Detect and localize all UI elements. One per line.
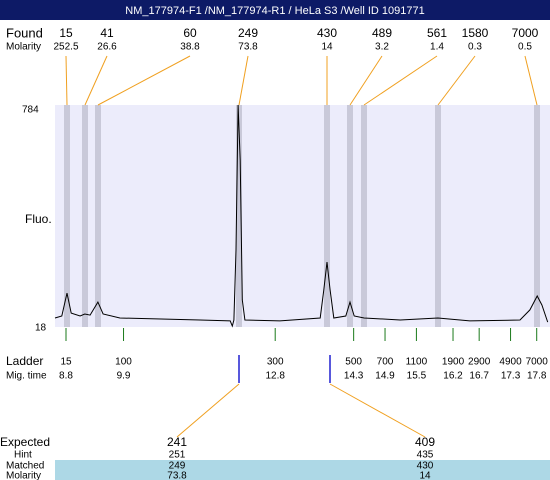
peak-molarity: 0.3 — [468, 42, 482, 53]
ladder-size: 1900 — [442, 357, 465, 368]
peak-band — [361, 105, 367, 327]
hint-label: Hint — [14, 450, 32, 461]
ladder-size: 300 — [267, 357, 284, 368]
peak-size: 60 — [183, 26, 197, 40]
matched-molarity: 73.8 — [167, 471, 187, 480]
trace — [54, 104, 549, 328]
matched-label: Matched — [6, 461, 44, 472]
expected-size: 409 — [415, 435, 435, 449]
peak-size: 249 — [238, 26, 258, 40]
peak-connector — [238, 55, 249, 106]
peak-molarity: 26.6 — [97, 42, 117, 53]
peak-band — [95, 105, 101, 327]
peak-band — [534, 105, 540, 327]
matched-size: 249 — [169, 461, 186, 472]
peak-connector — [524, 55, 538, 106]
ladder-size: 4900 — [499, 357, 522, 368]
peak-size: 15 — [59, 26, 73, 40]
peak-connector — [349, 55, 383, 106]
plot-area — [55, 105, 550, 327]
peak-molarity: 0.5 — [518, 42, 532, 53]
peak-band — [236, 105, 242, 327]
peak-size: 489 — [372, 26, 392, 40]
peak-connector — [97, 55, 191, 106]
ladder-time: 12.8 — [265, 371, 285, 382]
ladder-time: 9.9 — [117, 371, 131, 382]
mig-time-label: Mig. time — [6, 371, 47, 382]
ladder-time: 8.8 — [59, 371, 73, 382]
hint-size: 435 — [417, 450, 434, 461]
ladder-size: 1100 — [406, 357, 428, 368]
peak-size: 7000 — [512, 26, 539, 40]
ladder-time: 17.8 — [527, 371, 547, 382]
peak-band — [324, 105, 330, 327]
peak-molarity: 38.8 — [180, 42, 200, 53]
expected-molarity-label: Molarity — [6, 471, 41, 480]
ladder-time: 14.3 — [344, 371, 364, 382]
peak-molarity: 252.5 — [53, 42, 78, 53]
peak-connector — [363, 55, 438, 106]
peak-size: 41 — [100, 26, 114, 40]
ladder-size: 15 — [60, 357, 72, 368]
ladder-size: 7000 — [526, 357, 549, 368]
ladder-time: 17.3 — [501, 371, 521, 382]
ladder-time: 16.7 — [469, 371, 489, 382]
expected-connector — [329, 383, 426, 438]
y-axis-label: Fluo. — [25, 212, 52, 226]
matched-band — [55, 460, 550, 480]
expected-size: 241 — [167, 435, 187, 449]
ladder-size: 2900 — [468, 357, 491, 368]
peak-band — [64, 105, 70, 327]
peak-connector — [65, 55, 68, 106]
peak-connector — [437, 55, 476, 106]
peak-size: 1580 — [462, 26, 489, 40]
matched-molarity: 14 — [419, 471, 431, 480]
peak-molarity: 73.8 — [238, 42, 258, 53]
peak-size: 561 — [427, 26, 447, 40]
header-bar — [0, 0, 550, 20]
ladder-label: Ladder — [6, 354, 43, 368]
peak-connector — [84, 55, 108, 106]
peak-size: 430 — [317, 26, 337, 40]
ladder-size: 500 — [345, 357, 362, 368]
y-min-label: 18 — [35, 323, 47, 334]
y-max-label: 784 — [22, 105, 39, 116]
molarity-label: Molarity — [6, 42, 41, 53]
peak-band — [347, 105, 353, 327]
hint-size: 251 — [169, 450, 186, 461]
matched-size: 430 — [417, 461, 434, 472]
peak-molarity: 3.2 — [375, 42, 389, 53]
peak-band — [435, 105, 441, 327]
ladder-time: 16.2 — [443, 371, 463, 382]
ladder-size: 700 — [377, 357, 394, 368]
peak-molarity: 14 — [321, 42, 333, 53]
peak-molarity: 1.4 — [430, 42, 444, 53]
expected-connector — [176, 383, 240, 438]
ladder-time: 15.5 — [407, 371, 427, 382]
ladder-size: 100 — [115, 357, 132, 368]
header-title: NM_177974-F1 /NM_177974-R1 / HeLa S3 /We… — [125, 5, 424, 17]
ladder-time: 14.9 — [375, 371, 395, 382]
peak-band — [82, 105, 88, 327]
found-label: Found — [6, 25, 43, 40]
expected-label: Expected — [0, 435, 50, 449]
